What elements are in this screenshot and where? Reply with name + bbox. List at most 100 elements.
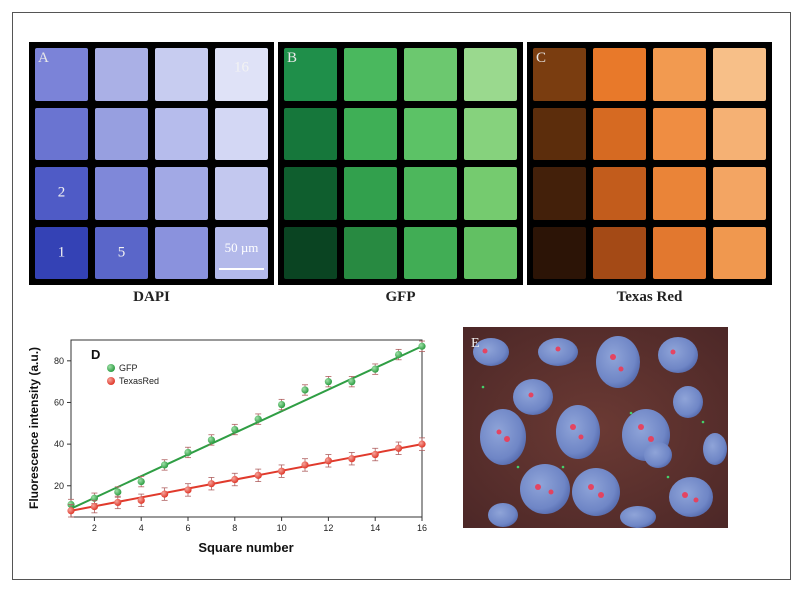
fluorescence-square <box>464 107 517 160</box>
data-point-texasred <box>184 486 192 494</box>
fluorescence-square <box>404 226 457 279</box>
fluorescence-square <box>653 48 706 101</box>
fluorescence-square <box>533 48 586 101</box>
data-point-texasred <box>348 455 356 463</box>
fluorescence-square <box>653 107 706 160</box>
caption-texas-red: Texas Red <box>616 289 683 305</box>
fluorescence-square: 5 <box>95 226 148 279</box>
fluorescence-square <box>155 226 208 279</box>
data-point-gfp <box>184 448 192 457</box>
cell-fluorescence-photo: E <box>463 327 728 528</box>
data-point-texasred <box>161 490 169 498</box>
fluorescence-square <box>95 48 148 101</box>
panel-letter-e: E <box>471 336 480 351</box>
fluorescence-square <box>404 48 457 101</box>
red-spots <box>482 346 699 503</box>
data-point-gfp <box>114 488 122 496</box>
fluorescence-square <box>464 226 517 279</box>
x-tick-label: 6 <box>185 523 190 533</box>
square-number: 2 <box>57 184 66 201</box>
data-point-gfp <box>207 436 215 444</box>
panel-letter: B <box>287 50 298 66</box>
fluorescence-square <box>593 48 646 101</box>
y-axis-label: Fluorescence intensity (a.u.) <box>27 347 41 509</box>
fluorescence-square: 2 <box>35 167 88 220</box>
data-point-texasred <box>254 471 262 479</box>
panel-letter: A <box>38 50 49 66</box>
legend-marker-gfp <box>107 364 115 372</box>
fluorescence-square <box>533 167 586 220</box>
fluorescence-square <box>404 107 457 160</box>
data-point-texasred <box>67 507 75 515</box>
data-point-texasred <box>301 461 309 469</box>
fluorescence-square <box>284 107 337 160</box>
panel-c-texas-red: C <box>527 42 772 285</box>
fluorescence-square <box>284 167 337 220</box>
plot-area <box>70 339 423 518</box>
fluorescence-square <box>533 226 586 279</box>
data-point-gfp <box>324 378 332 386</box>
fluorescence-square <box>155 167 208 220</box>
fluorescence-square <box>593 226 646 279</box>
x-tick-label: 8 <box>232 523 237 533</box>
data-point-gfp <box>348 378 356 386</box>
data-point-gfp <box>137 478 145 486</box>
data-point-texasred <box>114 498 122 507</box>
data-point-texasred <box>371 450 379 459</box>
fluorescence-square <box>35 48 88 101</box>
legend-marker-texasred <box>107 377 115 385</box>
x-tick-label: 2 <box>92 523 97 533</box>
fluorescence-chart: 20 40 60 80 2 4 6 8 10 12 14 16 D GFP TexasRed Squ… <box>27 339 427 555</box>
data-point-gfp <box>278 400 286 409</box>
fluorescence-square: 1 <box>35 226 88 279</box>
data-point-gfp <box>418 342 426 350</box>
fluorescence-square <box>215 167 268 220</box>
fluorescence-square <box>464 48 517 101</box>
data-point-gfp <box>371 365 379 373</box>
fluorescence-square: 16 <box>215 48 268 101</box>
fluorescence-square <box>464 167 517 220</box>
data-point-gfp <box>161 461 169 469</box>
fluorescence-square <box>713 167 766 220</box>
data-point-texasred <box>395 444 403 452</box>
fluorescence-square <box>215 107 268 160</box>
x-tick-label: 4 <box>139 523 144 533</box>
fluorescence-square <box>344 226 397 279</box>
data-point-gfp <box>254 415 262 423</box>
y-tick-label: 60 <box>54 397 64 407</box>
square-number: 1 <box>57 244 66 261</box>
fluorescence-square <box>653 167 706 220</box>
fluorescence-square <box>95 167 148 220</box>
green-spots <box>481 385 705 479</box>
data-point-texasred <box>418 440 426 448</box>
y-tick-label: 20 <box>54 481 64 491</box>
fluorescence-square <box>593 107 646 160</box>
fluorescence-square <box>533 107 586 160</box>
fit-line-texasred <box>70 443 423 512</box>
data-point-texasred <box>278 467 286 475</box>
caption-gfp: GFP <box>385 289 416 305</box>
data-point-texasred <box>207 480 215 488</box>
data-point-texasred <box>137 496 145 504</box>
square-grid <box>284 48 517 279</box>
fluorescence-square <box>593 167 646 220</box>
x-axis-label: Square number <box>198 540 293 555</box>
panel-letter-d: D <box>91 347 100 362</box>
cell-nuclei <box>473 336 727 528</box>
caption-dapi: DAPI <box>133 289 170 305</box>
y-tick-label: 80 <box>54 356 64 366</box>
fluorescence-square <box>653 226 706 279</box>
fit-line-gfp <box>70 345 423 510</box>
data-point-gfp <box>301 386 309 394</box>
square-number: 16 <box>234 59 249 76</box>
panel-b-gfp: B <box>278 42 523 285</box>
square-grid <box>533 48 766 279</box>
square-number: 5 <box>117 244 126 261</box>
fluorescence-square <box>284 226 337 279</box>
data-point-texasred <box>231 475 239 484</box>
fluorescence-square <box>404 167 457 220</box>
data-point-texasred <box>90 502 98 511</box>
x-tick-label: 14 <box>370 523 380 533</box>
legend-label-gfp: GFP <box>119 363 138 373</box>
y-tick-label: 40 <box>54 439 64 449</box>
